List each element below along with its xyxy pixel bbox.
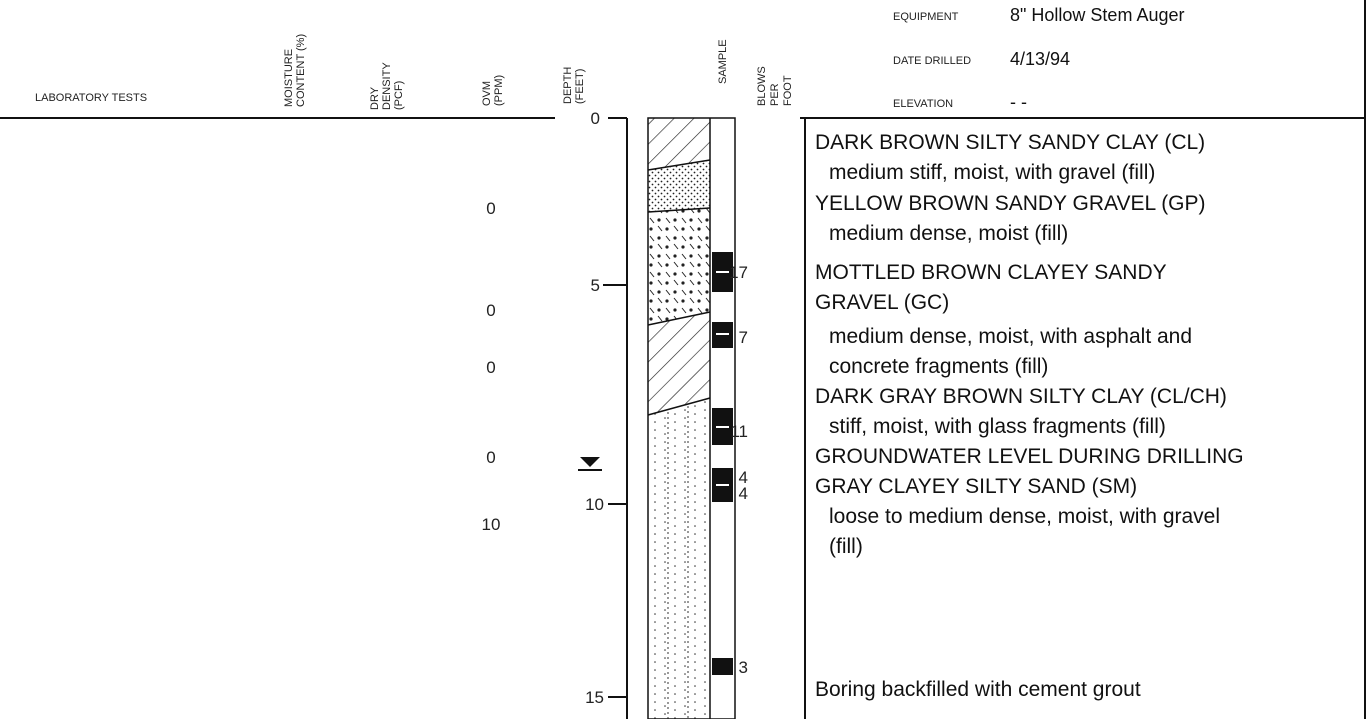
description-line: GROUNDWATER LEVEL DURING DRILLING <box>815 445 1244 468</box>
info-label: ELEVATION <box>893 98 953 110</box>
column-header: CONTENT (%) <box>295 34 307 107</box>
header: LABORATORY TESTS MOISTURE CONTENT (%) DR… <box>35 5 1184 112</box>
column-header: BLOWS <box>756 66 768 106</box>
description-line: GRAVEL (GC) <box>815 291 949 314</box>
info-value: 8" Hollow Stem Auger <box>1010 5 1184 25</box>
blow-count: 17 <box>729 263 748 282</box>
description-line: GRAY CLAYEY SILTY SAND (SM) <box>815 475 1137 498</box>
blow-count: 3 <box>739 658 748 677</box>
description-line: DARK GRAY BROWN SILTY CLAY (CL/CH) <box>815 385 1227 408</box>
blow-count: 4 <box>739 468 748 487</box>
description-line: medium stiff, moist, with gravel (fill) <box>829 161 1155 184</box>
column-header: (FEET) <box>574 69 586 104</box>
ovm-value: 0 <box>486 301 495 320</box>
ovm-value: 0 <box>486 448 495 467</box>
depth-tick: 10 <box>585 495 604 514</box>
description-line: loose to medium dense, moist, with grave… <box>829 505 1220 528</box>
description-line: DARK BROWN SILTY SANDY CLAY (CL) <box>815 131 1205 154</box>
info-label: EQUIPMENT <box>893 11 959 23</box>
description-line: MOTTLED BROWN CLAYEY SANDY <box>815 261 1167 284</box>
column-header: DEPTH <box>562 67 574 104</box>
ovm-value: 0 <box>486 358 495 377</box>
depth-tick: 5 <box>591 276 600 295</box>
column-header: FOOT <box>782 75 794 106</box>
ovm-values: 0 0 0 0 10 <box>482 199 501 534</box>
description-line: stiff, moist, with glass fragments (fill… <box>829 415 1166 438</box>
lab-tests-header: LABORATORY TESTS <box>35 92 147 104</box>
blow-count: 11 <box>730 422 748 441</box>
column-header: MOISTURE <box>283 49 295 107</box>
blow-count: 7 <box>739 328 748 347</box>
description-line: medium dense, moist, with asphalt and <box>829 325 1192 348</box>
ovm-value: 10 <box>482 515 501 534</box>
description-line: medium dense, moist (fill) <box>829 222 1068 245</box>
column-header: (PPM) <box>493 75 505 106</box>
column-header: PER <box>769 83 781 106</box>
column-header: DENSITY <box>381 62 393 110</box>
ovm-value: 0 <box>486 199 495 218</box>
description-line: (fill) <box>829 535 863 558</box>
depth-tick: 0 <box>591 109 600 128</box>
depth-ticks: 0 5 10 15 <box>585 109 604 707</box>
column-header: (PCF) <box>393 81 405 110</box>
column-header: SAMPLE <box>717 39 729 84</box>
column-header: DRY <box>369 86 381 110</box>
descriptions: DARK BROWN SILTY SANDY CLAY (CL) medium … <box>815 131 1244 701</box>
blow-counts: 17 7 11 4 4 3 <box>729 263 748 677</box>
column-header: OVM <box>481 81 493 106</box>
soil-column <box>578 117 736 719</box>
description-line: concrete fragments (fill) <box>829 355 1048 378</box>
info-label: DATE DRILLED <box>893 55 971 67</box>
description-line: YELLOW BROWN SANDY GRAVEL (GP) <box>815 192 1206 215</box>
info-value: - - <box>1010 92 1027 112</box>
description-line: Boring backfilled with cement grout <box>815 678 1141 701</box>
depth-tick: 15 <box>585 688 604 707</box>
blow-count: 4 <box>739 484 748 503</box>
info-value: 4/13/94 <box>1010 49 1070 69</box>
